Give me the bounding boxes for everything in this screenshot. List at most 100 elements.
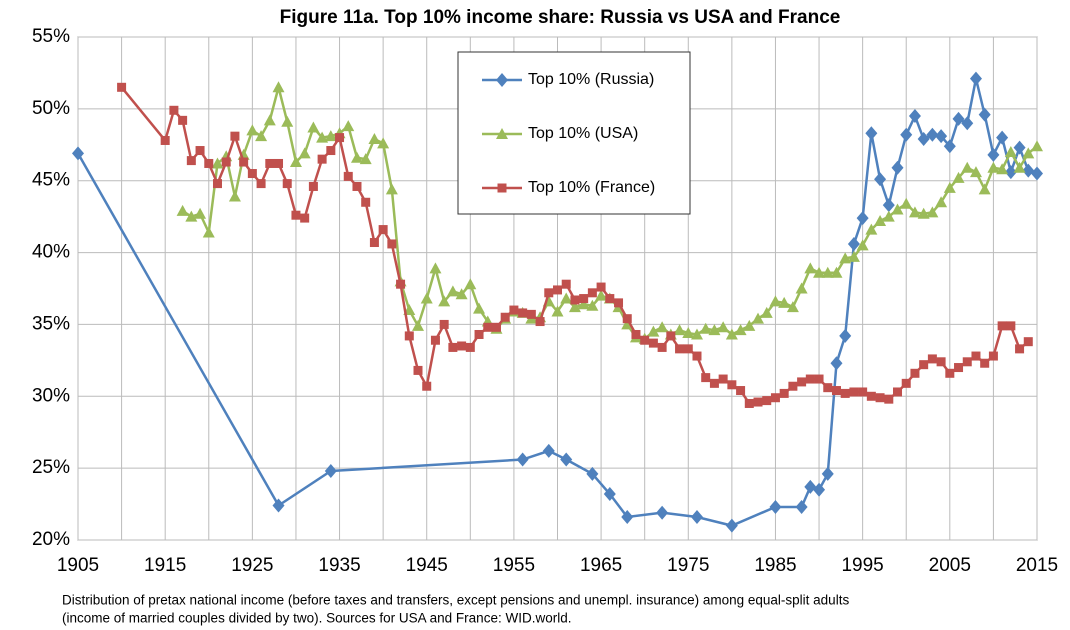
point [568, 301, 581, 313]
point [926, 206, 939, 218]
point [813, 482, 826, 497]
point [690, 510, 703, 525]
point [821, 266, 834, 278]
point [465, 342, 475, 352]
point [935, 129, 948, 144]
point [117, 82, 127, 92]
point [961, 161, 974, 173]
point [247, 169, 257, 179]
point [675, 344, 685, 354]
point [866, 391, 876, 401]
chart-title: Figure 11a. Top 10% income share: Russia… [280, 7, 841, 28]
point [516, 452, 529, 467]
point [446, 285, 459, 297]
point [666, 331, 676, 341]
point [586, 299, 599, 311]
point [335, 133, 345, 143]
point [387, 239, 397, 249]
point [875, 393, 885, 403]
point [936, 357, 946, 367]
point [978, 107, 991, 122]
point [570, 295, 580, 305]
point [412, 319, 425, 331]
point [734, 324, 747, 336]
point [987, 147, 1000, 162]
point [464, 278, 477, 290]
point [778, 296, 791, 308]
point [359, 153, 372, 165]
point [239, 157, 249, 167]
point [368, 133, 381, 145]
point [753, 397, 763, 407]
point [429, 262, 442, 274]
point [910, 368, 920, 378]
point [769, 295, 782, 307]
point [893, 387, 903, 397]
point [420, 292, 433, 304]
point [246, 124, 259, 136]
point [352, 181, 362, 191]
x-tick-label: 1905 [57, 555, 99, 576]
point [324, 130, 337, 142]
point [457, 341, 467, 351]
point [603, 487, 616, 502]
legend-marker [496, 128, 508, 139]
point [952, 111, 965, 126]
point [211, 157, 224, 169]
y-tick-label: 20% [32, 529, 70, 550]
point [900, 127, 913, 142]
point [683, 344, 693, 354]
point [727, 380, 737, 390]
point [385, 183, 398, 195]
point [343, 171, 353, 181]
point [943, 139, 956, 154]
point [840, 388, 850, 398]
point [473, 302, 486, 314]
point [614, 298, 624, 308]
y-tick-label: 55% [32, 26, 70, 47]
point [595, 289, 608, 301]
point [699, 322, 712, 334]
x-tick-label: 2005 [929, 555, 971, 576]
point [1031, 166, 1043, 181]
legend: Top 10% (Russia) Top 10% (USA) Top 10% (Fr… [457, 51, 691, 215]
point [786, 301, 799, 313]
point [891, 160, 904, 175]
point [969, 71, 982, 86]
point [282, 179, 292, 189]
point [814, 374, 824, 384]
point [917, 207, 930, 219]
point [795, 499, 808, 514]
point [291, 210, 301, 220]
point [178, 115, 188, 125]
point [709, 378, 719, 388]
point [439, 319, 449, 329]
point [342, 120, 355, 132]
y-tick-label: 45% [32, 170, 70, 191]
point [839, 328, 852, 343]
point [1015, 344, 1025, 354]
point [656, 321, 669, 333]
point [202, 226, 215, 238]
point [725, 518, 738, 533]
point [300, 213, 310, 223]
point [821, 466, 834, 481]
point [997, 321, 1007, 331]
point [856, 211, 869, 226]
point [874, 214, 887, 226]
x-tick-label: 1995 [841, 555, 883, 576]
point [788, 381, 798, 391]
point [361, 197, 371, 207]
point [952, 171, 965, 183]
legend-label: Top 10% (USA) [528, 125, 638, 142]
point [228, 190, 241, 202]
point [230, 131, 240, 141]
point [770, 393, 780, 403]
point [744, 398, 754, 408]
point [847, 236, 860, 251]
point [316, 131, 329, 143]
point [1022, 147, 1035, 159]
point [779, 388, 789, 398]
point [413, 365, 423, 375]
